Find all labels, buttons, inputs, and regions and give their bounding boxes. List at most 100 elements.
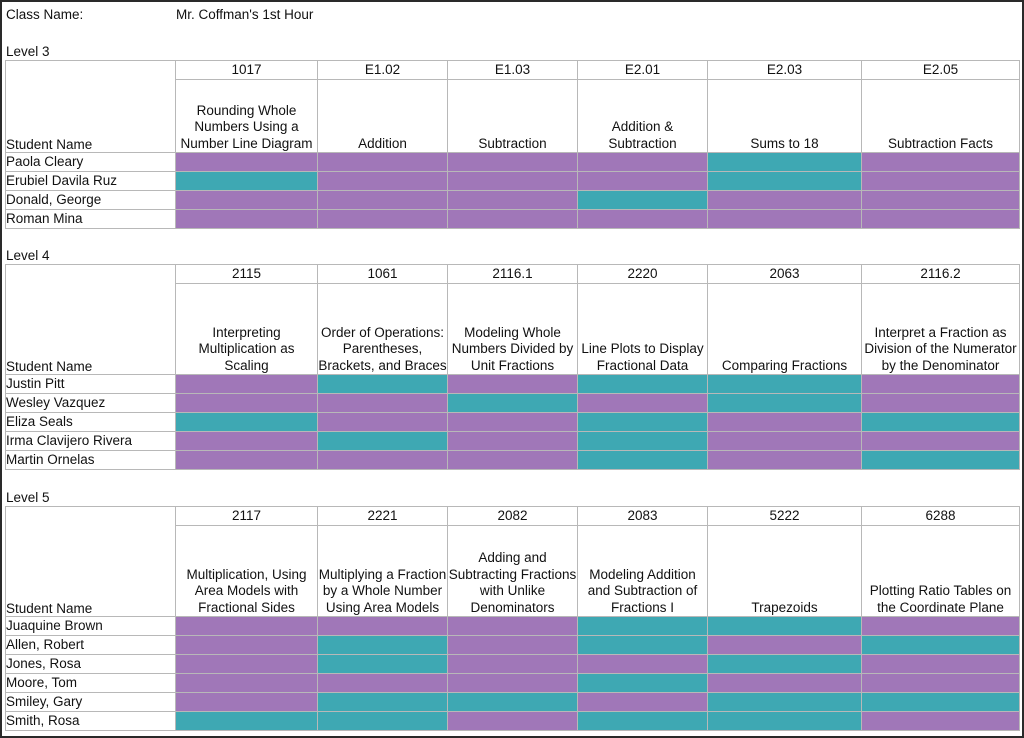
- student-name: Moore, Tom: [5, 673, 176, 693]
- student-name: Irma Clavijero Rivera: [5, 431, 176, 451]
- status-cell-purple: [317, 450, 448, 470]
- status-cell-purple: [317, 412, 448, 432]
- student-name: Donald, George: [5, 190, 176, 210]
- status-cell-purple: [175, 616, 318, 636]
- skill-title: Subtraction Facts: [861, 79, 1020, 153]
- student-row: Martin Ornelas: [5, 450, 1020, 470]
- skill-code: E1.02: [317, 60, 448, 80]
- status-cell-teal: [577, 673, 708, 693]
- status-cell-purple: [447, 431, 578, 451]
- status-cell-teal: [707, 654, 862, 674]
- student-name: Allen, Robert: [5, 635, 176, 655]
- status-cell-purple: [447, 152, 578, 172]
- status-cell-purple: [577, 171, 708, 191]
- status-cell-teal: [861, 412, 1020, 432]
- status-cell-purple: [861, 616, 1020, 636]
- student-row: Erubiel Davila Ruz: [5, 171, 1020, 191]
- status-cell-teal: [707, 616, 862, 636]
- status-cell-purple: [447, 711, 578, 731]
- status-cell-purple: [707, 412, 862, 432]
- skill-code: E2.03: [707, 60, 862, 80]
- status-cell-purple: [175, 654, 318, 674]
- status-cell-purple: [861, 711, 1020, 731]
- skill-code: 5222: [707, 506, 862, 526]
- status-cell-teal: [707, 171, 862, 191]
- student-row: Smiley, Gary: [5, 692, 1020, 712]
- status-cell-purple: [577, 654, 708, 674]
- status-cell-purple: [447, 171, 578, 191]
- student-name: Roman Mina: [5, 209, 176, 229]
- status-cell-purple: [707, 635, 862, 655]
- skill-code: 2063: [707, 264, 862, 284]
- status-cell-teal: [175, 171, 318, 191]
- status-cell-purple: [707, 190, 862, 210]
- status-cell-purple: [707, 209, 862, 229]
- student-name: Smith, Rosa: [5, 711, 176, 731]
- skill-title: Adding and Subtracting Fractions with Un…: [447, 525, 578, 617]
- student-row: Wesley Vazquez: [5, 393, 1020, 413]
- skill-title: Subtraction: [447, 79, 578, 153]
- status-cell-teal: [707, 692, 862, 712]
- level-title: Level 5: [6, 490, 50, 505]
- class-name-label: Class Name:: [6, 7, 84, 22]
- status-cell-teal: [707, 393, 862, 413]
- student-name: Paola Cleary: [5, 152, 176, 172]
- status-cell-purple: [447, 209, 578, 229]
- student-name-header: Student Name: [5, 60, 176, 153]
- student-name: Justin Pitt: [5, 374, 176, 394]
- status-cell-teal: [861, 450, 1020, 470]
- student-name: Martin Ornelas: [5, 450, 176, 470]
- student-row: Moore, Tom: [5, 673, 1020, 693]
- skill-code: 1061: [317, 264, 448, 284]
- status-cell-teal: [577, 711, 708, 731]
- status-cell-purple: [175, 374, 318, 394]
- status-cell-teal: [317, 692, 448, 712]
- skill-title: Sums to 18: [707, 79, 862, 153]
- skill-title: Modeling Whole Numbers Divided by Unit F…: [447, 283, 578, 375]
- status-cell-purple: [175, 152, 318, 172]
- status-cell-purple: [447, 412, 578, 432]
- status-cell-purple: [447, 654, 578, 674]
- student-row: Paola Cleary: [5, 152, 1020, 172]
- student-name-header: Student Name: [5, 506, 176, 617]
- skill-code: E1.03: [447, 60, 578, 80]
- status-cell-purple: [577, 692, 708, 712]
- level-progress-table: Student Name 2117 2221 2082 2083 5222 6288 Mult…: [5, 506, 1020, 731]
- status-cell-purple: [175, 673, 318, 693]
- student-row: Justin Pitt: [5, 374, 1020, 394]
- status-cell-teal: [861, 692, 1020, 712]
- status-cell-purple: [317, 152, 448, 172]
- status-cell-teal: [447, 393, 578, 413]
- skill-title: Line Plots to Display Fractional Data: [577, 283, 708, 375]
- skill-title: Addition & Subtraction: [577, 79, 708, 153]
- status-cell-purple: [861, 673, 1020, 693]
- skill-title: Trapezoids: [707, 525, 862, 617]
- level-title: Level 4: [6, 248, 50, 263]
- status-cell-teal: [317, 654, 448, 674]
- skill-title: Order of Operations: Parentheses, Bracke…: [317, 283, 448, 375]
- status-cell-purple: [861, 393, 1020, 413]
- status-cell-teal: [577, 190, 708, 210]
- status-cell-purple: [175, 635, 318, 655]
- status-cell-purple: [447, 616, 578, 636]
- student-row: Juaquine Brown: [5, 616, 1020, 636]
- status-cell-purple: [447, 673, 578, 693]
- skill-title: Multiplication, Using Area Models with F…: [175, 525, 318, 617]
- student-name: Erubiel Davila Ruz: [5, 171, 176, 191]
- status-cell-purple: [317, 171, 448, 191]
- student-name: Jones, Rosa: [5, 654, 176, 674]
- skill-code: 2221: [317, 506, 448, 526]
- student-row: Irma Clavijero Rivera: [5, 431, 1020, 451]
- skill-code: 6288: [861, 506, 1020, 526]
- status-cell-purple: [861, 431, 1020, 451]
- status-cell-teal: [577, 374, 708, 394]
- status-cell-purple: [861, 654, 1020, 674]
- skill-title: Interpret a Fraction as Division of the …: [861, 283, 1020, 375]
- student-name: Smiley, Gary: [5, 692, 176, 712]
- status-cell-purple: [861, 152, 1020, 172]
- status-cell-teal: [317, 431, 448, 451]
- status-cell-purple: [861, 171, 1020, 191]
- status-cell-purple: [861, 374, 1020, 394]
- skill-code: E2.01: [577, 60, 708, 80]
